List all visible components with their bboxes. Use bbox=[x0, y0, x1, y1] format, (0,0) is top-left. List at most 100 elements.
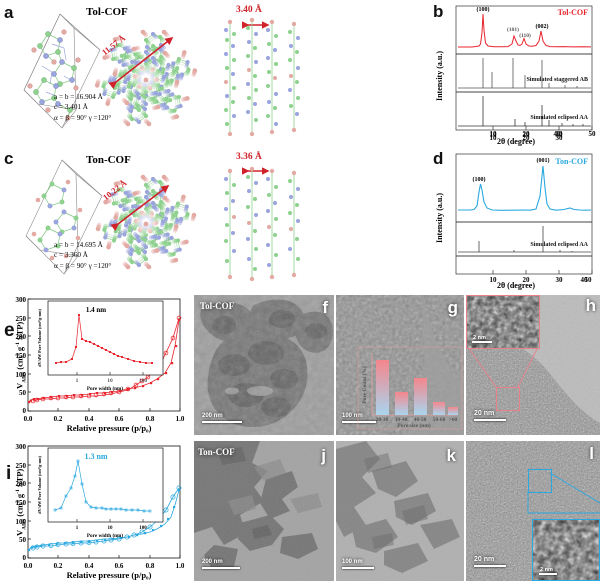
svg-text:1: 1 bbox=[76, 526, 79, 531]
columns-a bbox=[224, 17, 300, 137]
stack-c bbox=[224, 166, 300, 282]
d-trace-experimental bbox=[458, 165, 592, 211]
svg-text:150: 150 bbox=[16, 352, 27, 360]
svg-text:10: 10 bbox=[490, 276, 498, 284]
b-trace-sim-ab bbox=[458, 58, 591, 89]
svg-text:40: 40 bbox=[554, 130, 562, 138]
svg-text:300: 300 bbox=[16, 443, 27, 451]
svg-text:50-60: 50-60 bbox=[433, 417, 446, 423]
d-sim-aa-label: Simulated eclipsed AA bbox=[530, 242, 588, 248]
svg-text:50: 50 bbox=[19, 389, 27, 397]
svg-text:0.2: 0.2 bbox=[54, 562, 63, 570]
panel-j-image: Ton-COF j 200 nm bbox=[194, 441, 334, 581]
atoms-a bbox=[27, 29, 81, 121]
svg-text:250: 250 bbox=[16, 315, 27, 323]
panel-d-xticklabels: 10 20 30 40 bbox=[490, 276, 589, 284]
panel-d-label: d bbox=[433, 149, 444, 168]
panel-i: i 0 50 100 150 200 250 300 bbox=[0, 438, 190, 585]
g-hist-xlabel: Pore size (nm) bbox=[397, 422, 431, 429]
b-sim-ab-label: Simulated staggered AB bbox=[526, 77, 588, 83]
panel-c-side-view: 3.36 Å bbox=[208, 146, 318, 290]
svg-text:200: 200 bbox=[16, 480, 27, 488]
panel-g-image: g 100 nm 20-30 30-40 40-50 50-60 >60 bbox=[336, 295, 464, 435]
tem-l-inset bbox=[533, 520, 599, 580]
svg-text:0.2: 0.2 bbox=[54, 415, 63, 423]
panel-k-label: k bbox=[446, 446, 456, 465]
svg-text:20: 20 bbox=[523, 130, 531, 138]
d-peak-100: (100) bbox=[473, 176, 486, 183]
i-inset-xlabel: Pore width (nm) bbox=[87, 532, 123, 539]
panel-c: c Ton-COF bbox=[0, 146, 215, 290]
panel-h-zoom-box bbox=[496, 387, 520, 411]
svg-text:150: 150 bbox=[16, 499, 27, 507]
cell-c-c: c = 3.360 Å bbox=[54, 251, 88, 260]
svg-text:20: 20 bbox=[523, 131, 531, 139]
svg-text:40-50: 40-50 bbox=[414, 417, 427, 423]
panel-b-xticks-right: 40 50 bbox=[554, 130, 597, 138]
b-sim-aa-label: Simulated eclipsed AA bbox=[530, 115, 588, 121]
b-xtick-10: 10 bbox=[490, 134, 498, 142]
panel-l-inset: 2 nm bbox=[532, 519, 600, 581]
svg-text:0: 0 bbox=[23, 554, 27, 562]
panel-i-ylabel: VADS (cm3 g-1 STP) bbox=[14, 468, 28, 536]
svg-text:300: 300 bbox=[16, 296, 27, 304]
panel-c-cell-params: a = b = 14.695 Å c = 3.360 Å α = β = 90°… bbox=[54, 240, 111, 271]
panel-c-label: c bbox=[4, 149, 14, 168]
tem-k bbox=[336, 441, 464, 581]
panel-h-scalebar bbox=[474, 418, 506, 421]
panel-d: d Intensity (a.u.) Ton-COF (100) (001) bbox=[432, 146, 600, 290]
panel-i-inset: 1.3 nm bbox=[37, 447, 164, 539]
cell-c-a: c = 3.401 Å bbox=[54, 103, 88, 112]
b-trace-sim-aa bbox=[458, 96, 591, 127]
panel-e-axes: 0 50 100 150 200 250 300 0.0 0.2 0.4 0.6 0.8 1.0 bbox=[16, 296, 185, 423]
cell-angles-a: α = β = 90° γ =120° bbox=[54, 113, 112, 122]
svg-text:0.8: 0.8 bbox=[146, 415, 155, 423]
e-inset-peak-label: 1.4 nm bbox=[86, 306, 106, 314]
b-xtick-20: 20 bbox=[523, 134, 531, 142]
svg-text:1: 1 bbox=[76, 378, 79, 384]
interlayer-label-a: 3.40 Å bbox=[236, 5, 262, 15]
svg-text:50: 50 bbox=[585, 276, 593, 284]
svg-text:20-30: 20-30 bbox=[376, 417, 389, 423]
panel-j-scalebar bbox=[202, 566, 240, 569]
panel-d-xtick-50: 50 bbox=[585, 276, 593, 284]
svg-text:10: 10 bbox=[107, 378, 113, 384]
svg-text:250: 250 bbox=[16, 462, 27, 470]
panel-e-xlabel: Relative pressure (p/p₀) bbox=[66, 423, 152, 433]
svg-text:30-40: 30-40 bbox=[395, 417, 408, 423]
d-peak-001: (001) bbox=[537, 157, 550, 164]
panel-b-ylabel: Intensity (a.u.) bbox=[435, 51, 444, 101]
panel-g-scalebar bbox=[342, 420, 376, 423]
panel-d-xlabel: 2θ (degree) bbox=[496, 281, 535, 290]
pore-diameter-arrow-c bbox=[110, 185, 170, 232]
panel-l-zoom-box bbox=[528, 469, 552, 493]
panel-b-label: b bbox=[433, 2, 444, 21]
panel-j-overlay-title: Ton-COF bbox=[198, 447, 235, 457]
tem-h-inset bbox=[467, 296, 539, 348]
panel-e-ylabel: VADS (cm3 g-1 STP) bbox=[14, 321, 28, 389]
d-trace-sim-aa bbox=[458, 226, 591, 253]
svg-text:20: 20 bbox=[523, 276, 531, 284]
panel-l-inset-scalebar bbox=[539, 573, 557, 575]
panel-b-xticklabels: 10 20 30 bbox=[490, 130, 564, 138]
panel-b-axes: 10 20 30 40 bbox=[455, 5, 593, 142]
panel-i-label: i bbox=[6, 463, 12, 484]
b-peak-110: (110) bbox=[519, 32, 531, 39]
tem-f bbox=[194, 295, 334, 435]
panel-h-inset: 2 nm bbox=[466, 295, 540, 349]
structure-top-view-c bbox=[93, 174, 199, 270]
panel-l-label: l bbox=[589, 444, 594, 463]
pore-diameter-arrow-a bbox=[108, 37, 174, 90]
stack-a bbox=[224, 17, 300, 137]
b-peak-100: (100) bbox=[477, 6, 490, 13]
svg-text:0.6: 0.6 bbox=[115, 415, 124, 423]
panel-j-label: j bbox=[321, 446, 326, 465]
svg-text:10: 10 bbox=[490, 130, 498, 138]
panel-k-image: k 100 nm bbox=[336, 441, 464, 581]
unit-cell-c bbox=[25, 159, 103, 275]
panel-d-chart: Intensity (a.u.) Ton-COF (100) (001) Sim… bbox=[435, 153, 593, 275]
panel-l-scalebar bbox=[474, 564, 506, 567]
panel-h-inset-scalebar bbox=[472, 341, 492, 343]
